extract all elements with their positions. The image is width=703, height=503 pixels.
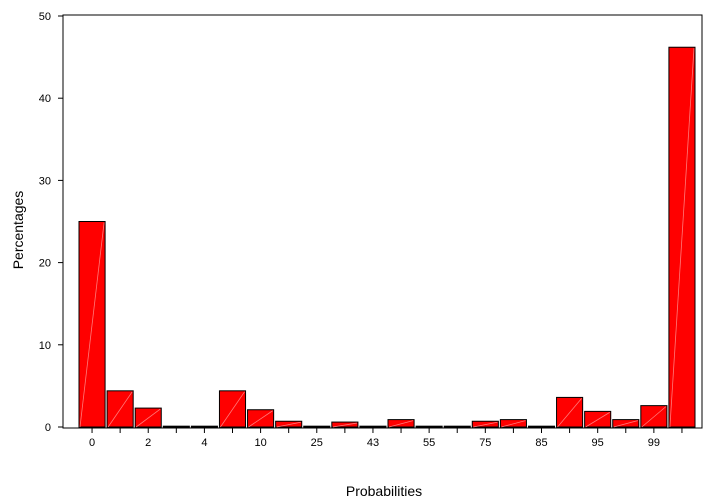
x-tick-label: 0: [89, 437, 95, 449]
bar-shade: [135, 408, 161, 428]
bar-shade: [669, 48, 695, 428]
x-tick-label: 4: [201, 437, 207, 449]
bar-shade: [641, 406, 667, 428]
bar-shade: [248, 410, 273, 428]
bar: [359, 425, 387, 428]
bar-shade: [107, 391, 133, 428]
x-tick-label: 25: [311, 437, 323, 449]
bar: [415, 425, 443, 428]
y-tick-label: 10: [39, 340, 51, 352]
bar-shade: [388, 420, 414, 428]
bar: [471, 420, 499, 428]
bar: [275, 420, 303, 428]
bar: [443, 425, 471, 428]
y-tick-label: 0: [45, 422, 51, 434]
bar-shade: [585, 412, 610, 428]
x-tick-label: 75: [479, 437, 491, 449]
bar: [387, 419, 415, 428]
bar-shade: [332, 422, 357, 428]
bar-shade: [79, 222, 105, 428]
bar: [190, 425, 218, 428]
bar-shade: [276, 421, 301, 428]
plot-area: 0 10 20 30 40 50 0 2 4 10 25 43 55 75 85 95 99: [39, 11, 703, 449]
bar-shade: [613, 420, 638, 428]
bar-shade: [473, 421, 498, 428]
y-tick-label: 20: [39, 258, 51, 270]
plot-frame: [62, 14, 703, 429]
bar-shade: [220, 391, 245, 428]
bar: [331, 421, 359, 428]
bar-shade: [501, 420, 526, 428]
x-tick-label: 55: [423, 437, 435, 449]
x-axis-title: Probabilities: [346, 483, 422, 499]
y-tick-label: 50: [39, 11, 51, 23]
bar: [162, 425, 190, 428]
x-tick-label: 2: [145, 437, 151, 449]
x-tick-label: 10: [254, 437, 266, 449]
y-tick-label: 40: [39, 93, 51, 105]
bar: [303, 425, 331, 428]
bar: [78, 221, 106, 428]
x-tick-label: 43: [367, 437, 379, 449]
y-axis-title: Percentages: [10, 191, 26, 270]
x-tick-label: 95: [592, 437, 604, 449]
x-tick-label: 85: [535, 437, 547, 449]
x-tick-label: 99: [648, 437, 660, 449]
bar: [612, 419, 640, 428]
bar-shade: [557, 398, 582, 428]
y-tick-label: 30: [39, 175, 51, 187]
bar: [527, 425, 556, 428]
bar: [499, 419, 527, 428]
